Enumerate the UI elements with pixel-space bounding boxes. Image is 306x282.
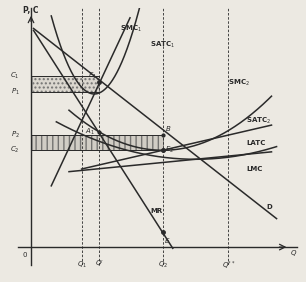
Text: $E_1$: $E_1$ [88,71,97,81]
Bar [32,76,99,92]
Text: $Q'$: $Q'$ [95,259,104,270]
Text: LMC: LMC [246,166,263,171]
Text: $Q_2$: $Q_2$ [158,259,168,270]
Text: $P_2$: $P_2$ [11,129,20,140]
Text: $E$: $E$ [164,236,170,244]
Text: SATC$_1$: SATC$_1$ [150,40,175,50]
Text: $A_1$: $A_1$ [85,126,95,136]
Text: $C_1$: $C_1$ [10,71,20,81]
Text: $B$: $B$ [165,124,172,133]
Text: SMC$_1$: SMC$_1$ [120,24,141,34]
Text: 0: 0 [22,252,27,258]
Text: SMC$_2$: SMC$_2$ [229,78,250,88]
Text: $E_2$: $E_2$ [165,144,174,155]
Text: Q: Q [290,250,296,256]
Text: P, C: P, C [24,6,39,15]
Text: D: D [267,204,272,210]
Text: $C_2$: $C_2$ [10,145,20,155]
Text: SATC$_2$: SATC$_2$ [246,116,271,126]
Text: $Q_1$: $Q_1$ [76,259,87,270]
Text: LATC: LATC [246,140,266,146]
Bar [32,135,163,150]
Text: $P_1$: $P_1$ [11,87,20,97]
Text: MR: MR [150,208,162,214]
Text: $Q^{**}$: $Q^{**}$ [222,259,235,272]
